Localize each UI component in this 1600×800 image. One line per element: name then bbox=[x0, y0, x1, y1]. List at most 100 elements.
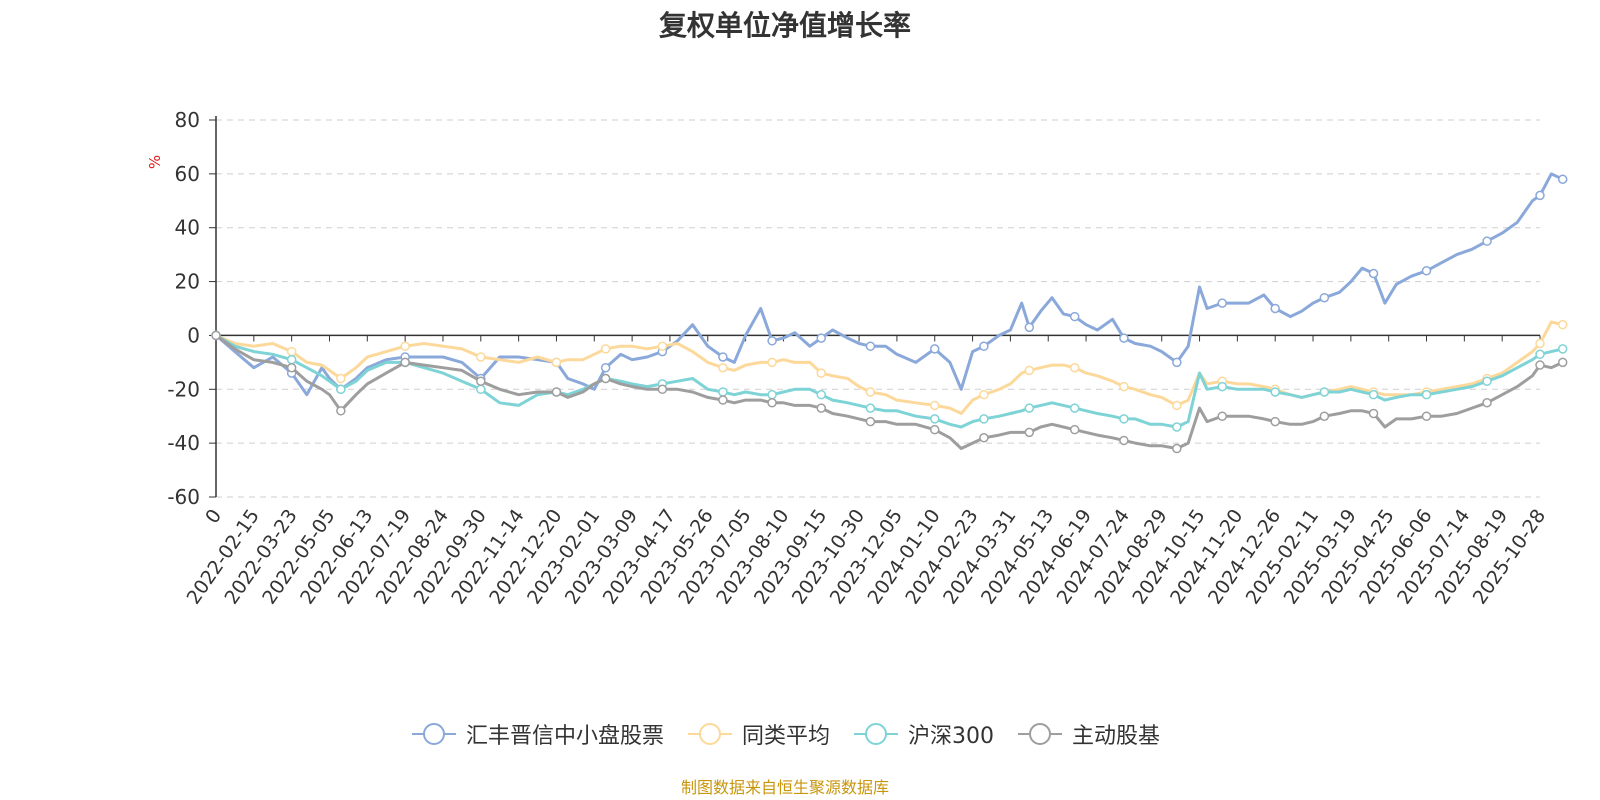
series-point[interactable] bbox=[1368, 268, 1379, 279]
series-point[interactable] bbox=[476, 384, 486, 395]
series-point[interactable] bbox=[1557, 174, 1568, 184]
series-point[interactable] bbox=[600, 344, 611, 354]
series-point[interactable] bbox=[551, 387, 562, 397]
series-point[interactable] bbox=[1535, 349, 1545, 360]
legend-swatch bbox=[411, 723, 456, 745]
series-point[interactable] bbox=[1024, 365, 1035, 376]
series-point[interactable] bbox=[816, 389, 827, 400]
series-point[interactable] bbox=[865, 341, 876, 351]
legend-item-4[interactable]: 主动股基 bbox=[1016, 718, 1160, 750]
series-point[interactable] bbox=[979, 414, 989, 424]
series-point[interactable] bbox=[979, 341, 989, 351]
series-point[interactable] bbox=[336, 384, 346, 395]
series-point[interactable] bbox=[767, 389, 777, 400]
series-point[interactable] bbox=[1557, 344, 1568, 354]
series-point[interactable] bbox=[1172, 400, 1182, 411]
series-point[interactable] bbox=[286, 354, 297, 365]
series-point[interactable] bbox=[336, 406, 346, 416]
series-point[interactable] bbox=[1270, 303, 1280, 314]
series-point[interactable] bbox=[336, 373, 346, 384]
series-point[interactable] bbox=[1421, 389, 1432, 400]
series-point[interactable] bbox=[400, 357, 410, 368]
series-point[interactable] bbox=[551, 357, 562, 368]
series-point[interactable] bbox=[600, 362, 611, 373]
series-point[interactable] bbox=[657, 384, 668, 395]
series-point[interactable] bbox=[767, 398, 777, 408]
legend-item-1[interactable]: 汇丰晋信中小盘股票 bbox=[410, 718, 664, 750]
series-point[interactable] bbox=[1557, 319, 1568, 330]
series-point[interactable] bbox=[865, 416, 876, 427]
series-point[interactable] bbox=[1368, 408, 1379, 419]
series-point[interactable] bbox=[929, 344, 940, 354]
series-line-2[interactable] bbox=[215, 320, 1564, 415]
series-point[interactable] bbox=[718, 395, 728, 405]
series-point[interactable] bbox=[600, 373, 611, 384]
series-point[interactable] bbox=[979, 389, 989, 400]
series-point[interactable] bbox=[718, 352, 728, 362]
series-point[interactable] bbox=[1368, 389, 1379, 400]
series-point[interactable] bbox=[1172, 422, 1182, 432]
series-point[interactable] bbox=[1024, 322, 1035, 333]
series-point[interactable] bbox=[1535, 338, 1545, 349]
series-point[interactable] bbox=[211, 330, 221, 341]
series-point[interactable] bbox=[1119, 414, 1129, 424]
series-point[interactable] bbox=[929, 424, 940, 435]
legend-item-2[interactable]: 同类平均 bbox=[686, 718, 830, 750]
series-point[interactable] bbox=[1482, 398, 1492, 408]
series-point[interactable] bbox=[1024, 427, 1035, 438]
series-point[interactable] bbox=[1217, 381, 1227, 392]
series-point[interactable] bbox=[1119, 381, 1129, 392]
series-point[interactable] bbox=[1119, 435, 1129, 446]
series-point[interactable] bbox=[286, 346, 297, 357]
line-chart: 806040200-20-40-6002022-02-152022-03-232… bbox=[146, 108, 1568, 608]
series-point[interactable] bbox=[1069, 362, 1080, 373]
series-point[interactable] bbox=[1557, 357, 1568, 368]
series-point[interactable] bbox=[1535, 360, 1545, 370]
series-point[interactable] bbox=[1069, 311, 1080, 322]
series-point[interactable] bbox=[1421, 411, 1432, 421]
series-point[interactable] bbox=[1217, 411, 1227, 421]
series-line-3[interactable] bbox=[215, 334, 1564, 429]
series-point[interactable] bbox=[816, 368, 827, 378]
series-point[interactable] bbox=[767, 357, 777, 368]
series-point[interactable] bbox=[929, 414, 940, 424]
series-line-4[interactable] bbox=[215, 334, 1564, 450]
series-point[interactable] bbox=[1172, 357, 1182, 368]
series-point[interactable] bbox=[979, 433, 989, 443]
series-point[interactable] bbox=[718, 362, 728, 373]
series-point[interactable] bbox=[1319, 411, 1330, 421]
series-point[interactable] bbox=[1024, 403, 1035, 413]
series-point[interactable] bbox=[1319, 292, 1330, 303]
y-tick-label: -60 bbox=[167, 485, 200, 509]
series-point[interactable] bbox=[816, 333, 827, 343]
series-point[interactable] bbox=[1172, 443, 1182, 454]
series-point[interactable] bbox=[767, 336, 777, 346]
series-point[interactable] bbox=[657, 341, 668, 351]
series-point[interactable] bbox=[1270, 387, 1280, 397]
series-point[interactable] bbox=[476, 376, 486, 386]
series-point[interactable] bbox=[1069, 403, 1080, 413]
series-point[interactable] bbox=[718, 387, 728, 397]
series-point[interactable] bbox=[1535, 190, 1545, 201]
series-point[interactable] bbox=[1069, 424, 1080, 435]
series-point[interactable] bbox=[1482, 376, 1492, 386]
series-lines bbox=[211, 172, 1568, 454]
series-point[interactable] bbox=[816, 403, 827, 413]
series-point[interactable] bbox=[1270, 416, 1280, 427]
series-point[interactable] bbox=[1482, 236, 1492, 246]
series-point[interactable] bbox=[929, 400, 940, 411]
series-point[interactable] bbox=[1319, 387, 1330, 397]
series-point[interactable] bbox=[865, 403, 876, 413]
series-point[interactable] bbox=[476, 352, 486, 362]
source-note: 制图数据来自恒生聚源数据库 bbox=[680, 778, 889, 797]
legend-item-3[interactable]: 沪深300 bbox=[852, 718, 994, 750]
y-tick-label: 0 bbox=[187, 323, 200, 347]
series-point[interactable] bbox=[1217, 298, 1227, 308]
series-line-1[interactable] bbox=[215, 172, 1564, 397]
series-point[interactable] bbox=[865, 387, 876, 397]
series-point[interactable] bbox=[1421, 266, 1432, 276]
series-point[interactable] bbox=[1119, 333, 1129, 343]
series-point[interactable] bbox=[400, 341, 410, 351]
series-point[interactable] bbox=[286, 362, 297, 373]
grid-lines bbox=[216, 119, 1540, 498]
